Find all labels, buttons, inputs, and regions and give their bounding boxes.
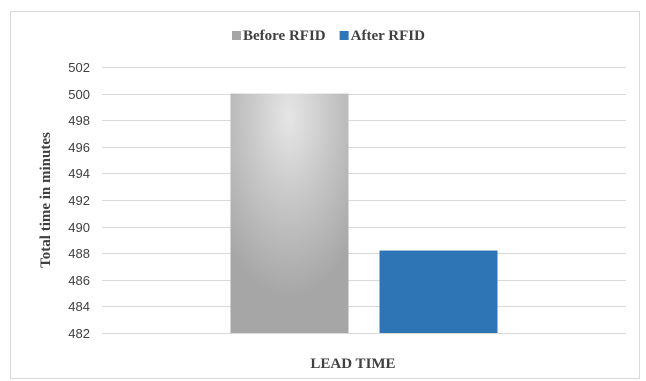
y-tick-label: 494 bbox=[68, 166, 90, 181]
y-tick-label: 482 bbox=[68, 326, 90, 341]
y-tick-label: 492 bbox=[68, 193, 90, 208]
legend-label: Before RFID bbox=[243, 28, 326, 44]
y-tick-label: 486 bbox=[68, 273, 90, 288]
y-tick-label: 484 bbox=[68, 299, 90, 314]
legend-swatch bbox=[232, 31, 241, 40]
bar-after-rfid bbox=[379, 250, 498, 333]
y-tick-labels: 482 484 486 488 490 492 494 496 498 500 502 bbox=[68, 60, 90, 341]
y-tick-label: 490 bbox=[68, 220, 90, 235]
y-axis-title: Total time in minutes bbox=[38, 132, 54, 268]
y-tick-label: 498 bbox=[68, 113, 90, 128]
legend-label: After RFID bbox=[351, 28, 425, 44]
y-tick-label: 502 bbox=[68, 60, 90, 75]
y-tick-label: 488 bbox=[68, 246, 90, 261]
gridlines bbox=[102, 67, 626, 334]
legend-swatch bbox=[339, 31, 349, 40]
legend: Before RFID After RFID bbox=[232, 28, 425, 44]
y-tick-label: 496 bbox=[68, 140, 90, 155]
bars bbox=[230, 93, 498, 333]
bar-before-rfid bbox=[230, 93, 349, 333]
x-axis-title: LEAD TIME bbox=[310, 356, 395, 372]
y-tick-label: 500 bbox=[68, 87, 90, 102]
